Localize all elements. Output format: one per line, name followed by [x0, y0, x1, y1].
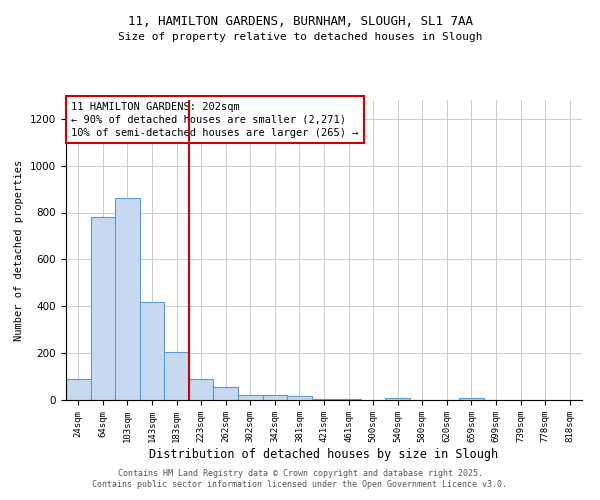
X-axis label: Distribution of detached houses by size in Slough: Distribution of detached houses by size …: [149, 448, 499, 460]
Text: 11 HAMILTON GARDENS: 202sqm
← 90% of detached houses are smaller (2,271)
10% of : 11 HAMILTON GARDENS: 202sqm ← 90% of det…: [71, 102, 359, 138]
Bar: [91, 217, 115, 400]
Text: Contains HM Land Registry data © Crown copyright and database right 2025.: Contains HM Land Registry data © Crown c…: [118, 468, 482, 477]
Bar: [459, 398, 484, 400]
Text: 11, HAMILTON GARDENS, BURNHAM, SLOUGH, SL1 7AA: 11, HAMILTON GARDENS, BURNHAM, SLOUGH, S…: [128, 15, 473, 28]
Bar: [238, 396, 263, 400]
Y-axis label: Number of detached properties: Number of detached properties: [14, 160, 25, 340]
Bar: [140, 302, 164, 400]
Bar: [164, 352, 189, 400]
Bar: [189, 379, 214, 400]
Bar: [115, 198, 140, 400]
Bar: [214, 387, 238, 400]
Text: Contains public sector information licensed under the Open Government Licence v3: Contains public sector information licen…: [92, 480, 508, 489]
Bar: [385, 398, 410, 400]
Text: Size of property relative to detached houses in Slough: Size of property relative to detached ho…: [118, 32, 482, 42]
Bar: [312, 399, 336, 400]
Bar: [263, 396, 287, 400]
Bar: [287, 396, 312, 400]
Bar: [66, 379, 91, 400]
